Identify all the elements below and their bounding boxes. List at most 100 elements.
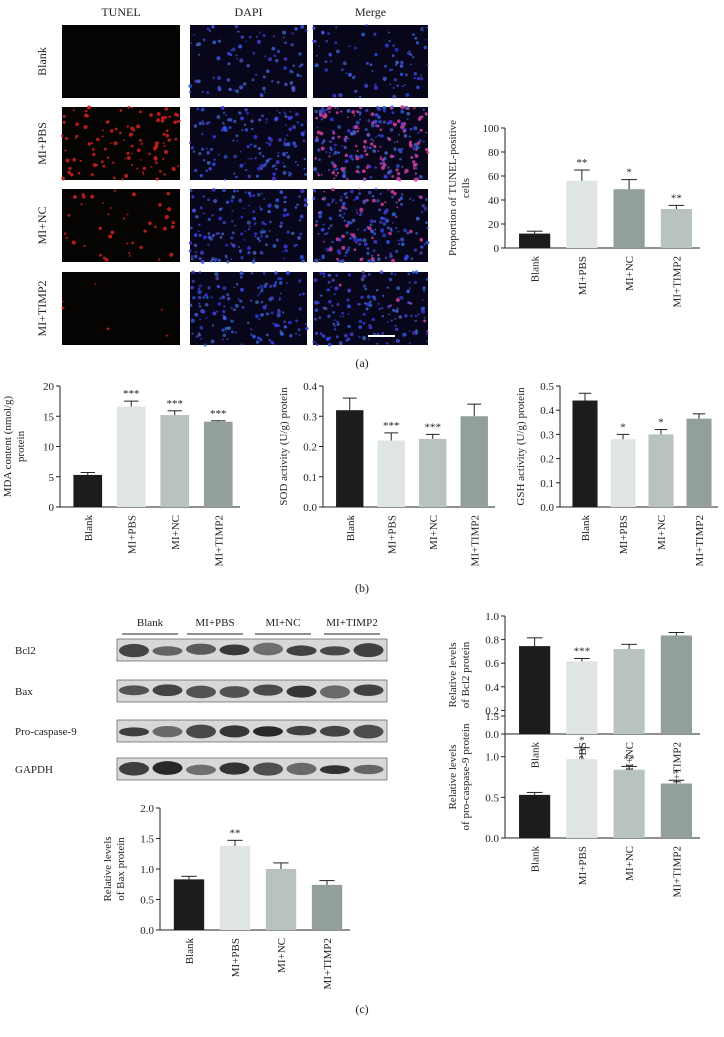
nucleus (422, 108, 426, 111)
nucleus (425, 222, 427, 224)
nucleus (213, 198, 218, 204)
nucleus (205, 316, 208, 319)
nucleus (326, 288, 330, 292)
nucleus (202, 38, 206, 42)
nucleus (374, 85, 378, 90)
x-tick-label: MI+PBS (618, 515, 630, 554)
nucleus (270, 157, 273, 160)
tunel-spot (131, 192, 136, 197)
significance: ** (624, 753, 635, 765)
nucleus (240, 150, 242, 153)
nucleus (247, 246, 251, 250)
nucleus (227, 62, 231, 66)
nucleus (373, 83, 377, 87)
nucleus (278, 281, 283, 285)
tunel-spot (84, 109, 88, 113)
tunel-spot (77, 171, 81, 175)
tunel-spot (124, 173, 129, 178)
tunel-spot (331, 136, 335, 139)
nucleus (389, 127, 394, 132)
nucleus (190, 257, 194, 261)
nucleus (234, 303, 239, 308)
nucleus (200, 337, 203, 340)
nucleus (420, 210, 424, 214)
tunel-spot (322, 114, 327, 119)
nucleus (198, 121, 203, 126)
nucleus (268, 157, 271, 161)
y-tick-label: 0 (49, 502, 55, 514)
panel-label: (b) (355, 581, 369, 595)
nucleus (358, 325, 362, 330)
significance: ** (230, 827, 241, 839)
tunel-spot (155, 161, 158, 164)
nucleus (248, 35, 252, 39)
tunel-spot (62, 120, 66, 124)
blot-strip (116, 719, 388, 743)
nucleus (320, 118, 324, 121)
y-tick-label: 0.3 (303, 411, 317, 423)
y-tick-label: 0.0 (303, 502, 317, 514)
nucleus (321, 334, 324, 337)
tunel-spot (344, 135, 348, 139)
nucleus (234, 224, 237, 227)
nucleus (293, 244, 297, 248)
nucleus (298, 195, 301, 198)
tunel-spot (412, 163, 417, 167)
x-tick-label: Blank (580, 515, 592, 542)
tunel-spot (92, 152, 96, 156)
bar (613, 769, 645, 838)
nucleus (225, 244, 228, 247)
nucleus (347, 137, 350, 140)
tunel-spot (317, 211, 320, 215)
nucleus (254, 232, 258, 236)
nucleus (368, 190, 372, 195)
nucleus (206, 150, 210, 155)
nucleus (261, 154, 265, 158)
nucleus (345, 72, 348, 75)
nucleus (392, 308, 396, 312)
nucleus (214, 272, 219, 277)
micrograph (62, 25, 180, 98)
nucleus (262, 34, 266, 37)
error-bar (273, 862, 289, 869)
nucleus (331, 278, 335, 282)
nucleus (272, 322, 275, 325)
nucleus (222, 220, 226, 225)
nucleus (230, 236, 234, 240)
nucleus (196, 107, 200, 111)
nucleus (295, 244, 298, 247)
nucleus (384, 65, 387, 68)
nucleus (245, 168, 248, 172)
nucleus (334, 41, 338, 45)
nucleus (235, 134, 239, 138)
nucleus (236, 189, 239, 193)
nucleus (206, 27, 210, 31)
nucleus (400, 109, 405, 114)
nucleus (275, 59, 279, 63)
nucleus (253, 134, 258, 139)
tunel-spot (156, 111, 161, 116)
error-bar (124, 400, 139, 407)
nucleus (372, 295, 376, 299)
nucleus (288, 171, 290, 174)
y-tick-label: 15 (43, 411, 55, 423)
nucleus (299, 281, 301, 283)
nucleus (345, 251, 348, 254)
tunel-spot (395, 168, 399, 172)
nucleus (336, 107, 339, 110)
nucleus (188, 141, 192, 145)
nucleus (406, 118, 409, 120)
significance: *** (210, 408, 227, 420)
nucleus (328, 152, 331, 155)
y-tick-label: 0.5 (485, 792, 499, 804)
nucleus (410, 257, 414, 261)
nucleus (395, 201, 398, 204)
x-tick-label: MI+TIMP2 (671, 846, 683, 897)
nucleus (368, 325, 373, 330)
nucleus (381, 306, 384, 310)
nucleus (196, 79, 201, 84)
tunel-spot (356, 149, 359, 153)
tunel-spot (173, 120, 178, 125)
nucleus (366, 247, 370, 250)
nucleus (198, 284, 202, 288)
